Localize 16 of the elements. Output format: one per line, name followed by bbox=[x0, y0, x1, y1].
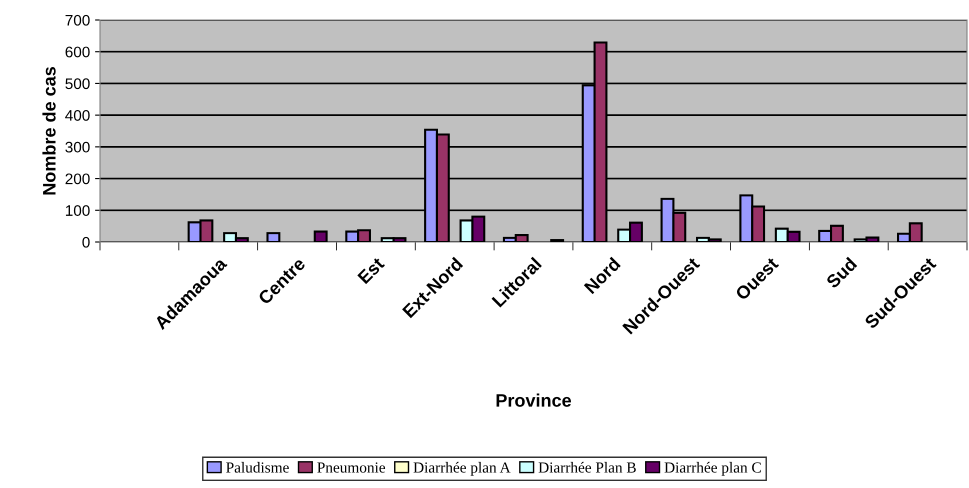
y-tick-label: 100 bbox=[66, 205, 90, 216]
y-tick-label: 300 bbox=[65, 142, 90, 153]
legend-label: Diarrhée plan A bbox=[414, 462, 511, 476]
legend-label: Pneumonie bbox=[317, 462, 386, 473]
x-tick-label: Est bbox=[357, 256, 386, 284]
y-tick-label: 500 bbox=[65, 78, 90, 90]
y-tick-label: 200 bbox=[66, 173, 90, 184]
y-axis-title: Nombre de cas bbox=[42, 67, 56, 195]
y-tick-label: 0 bbox=[82, 236, 90, 248]
y-tick-label: 700 bbox=[66, 14, 90, 26]
legend-label: Paludisme bbox=[226, 462, 289, 473]
y-tick-label: 400 bbox=[65, 110, 90, 121]
y-tick-label: 600 bbox=[66, 46, 90, 58]
legend-label: Diarrhée plan C bbox=[664, 462, 761, 476]
x-axis-title: Province bbox=[496, 394, 572, 407]
legend-label: Diarrhée Plan B bbox=[538, 462, 636, 473]
